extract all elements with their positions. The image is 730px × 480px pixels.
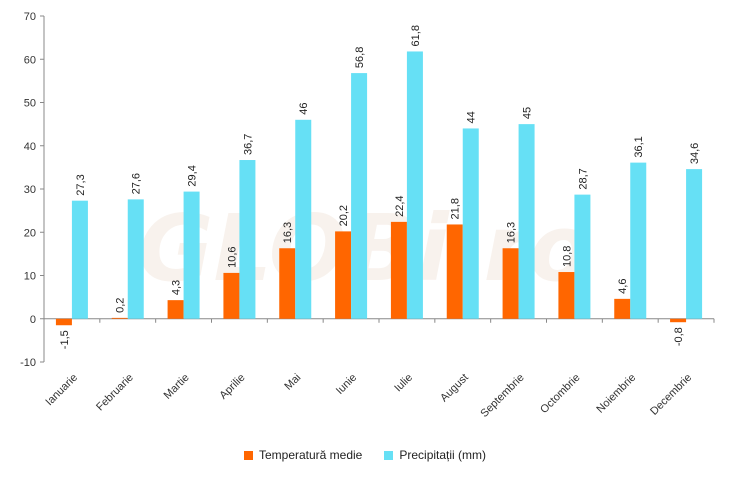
bar-temperature (558, 272, 575, 319)
data-label-temperature: 21,8 (450, 198, 462, 219)
bar-precipitation (686, 169, 703, 319)
x-tick-label: Iulie (392, 372, 415, 395)
y-tick-label: 0 (30, 314, 36, 326)
bar-temperature (502, 248, 519, 319)
bar-precipitation (183, 191, 200, 319)
y-tick-label: 70 (24, 11, 36, 23)
bar-temperature (614, 298, 631, 319)
data-label-temperature: 16,3 (506, 222, 518, 243)
x-tick-label: Mai (282, 372, 303, 393)
bar-temperature (390, 221, 407, 319)
x-tick-label: Februarie (94, 372, 136, 414)
x-tick-label: August (438, 372, 471, 405)
data-label-precipitation: 36,7 (242, 134, 254, 155)
x-tick-label: Iunie (334, 372, 359, 397)
y-tick-label: 10 (24, 271, 36, 283)
legend-label-temperature: Temperatură medie (258, 448, 363, 462)
legend: Temperatură medie Precipitații (mm) (0, 448, 730, 462)
bar-temperature (55, 318, 72, 326)
legend-item-temperature: Temperatură medie (243, 448, 363, 462)
data-label-precipitation: 45 (522, 107, 534, 119)
legend-label-precipitation: Precipitații (mm) (399, 448, 487, 462)
bar-temperature (223, 272, 240, 319)
data-label-temperature: -0,8 (673, 327, 685, 346)
y-tick-label: -10 (20, 357, 36, 369)
bar-precipitation (239, 160, 256, 319)
bar-temperature (670, 318, 687, 323)
y-tick-label: 30 (24, 184, 36, 196)
data-label-temperature: 20,2 (338, 205, 350, 226)
legend-swatch-temperature (243, 450, 253, 460)
data-label-temperature: -1,5 (59, 330, 71, 349)
bar-temperature (167, 300, 184, 319)
data-label-temperature: 4,3 (171, 280, 183, 295)
bar-precipitation (295, 119, 312, 319)
x-tick-label: Decembrie (648, 372, 694, 418)
bar-temperature (446, 224, 463, 319)
data-label-temperature: 10,6 (226, 246, 238, 267)
data-label-precipitation: 44 (466, 111, 478, 123)
data-label-temperature: 4,6 (617, 279, 629, 294)
bar-precipitation (71, 200, 88, 319)
data-label-temperature: 16,3 (282, 222, 294, 243)
legend-item-precipitation: Precipitații (mm) (384, 448, 486, 462)
data-label-temperature: 10,8 (561, 246, 573, 267)
legend-swatch-precipitation (384, 450, 394, 460)
data-label-precipitation: 56,8 (354, 47, 366, 68)
data-label-precipitation: 27,6 (131, 173, 143, 194)
data-label-precipitation: 28,7 (577, 168, 589, 189)
y-tick-label: 50 (24, 98, 36, 110)
bar-precipitation (462, 128, 479, 319)
data-label-precipitation: 29,4 (187, 165, 199, 186)
data-label-precipitation: 34,6 (689, 143, 701, 164)
data-label-precipitation: 36,1 (633, 136, 645, 157)
bar-temperature (111, 317, 128, 319)
y-tick-label: 20 (24, 227, 36, 239)
bar-precipitation (574, 194, 591, 319)
data-label-temperature: 22,4 (394, 195, 406, 216)
bar-precipitation (630, 162, 647, 319)
x-tick-label: Aprilie (217, 372, 247, 402)
bar-temperature (335, 231, 352, 319)
data-label-precipitation: 61,8 (410, 25, 422, 46)
bar-temperature (279, 248, 296, 319)
x-tick-label: Octombrie (538, 372, 582, 416)
bar-precipitation (351, 73, 368, 319)
x-tick-label: Septembrie (478, 372, 526, 420)
data-label-precipitation: 46 (298, 103, 310, 115)
x-tick-label: Ianuarie (43, 372, 80, 409)
bar-precipitation (406, 51, 423, 319)
x-tick-label: Noiembrie (594, 372, 638, 416)
data-label-temperature: 0,2 (115, 298, 127, 313)
x-tick-label: Martie (162, 372, 192, 402)
data-label-precipitation: 27,3 (75, 174, 87, 195)
bar-precipitation (518, 124, 535, 319)
y-tick-label: 60 (24, 54, 36, 66)
y-tick-label: 40 (24, 141, 36, 153)
bar-precipitation (127, 199, 144, 319)
